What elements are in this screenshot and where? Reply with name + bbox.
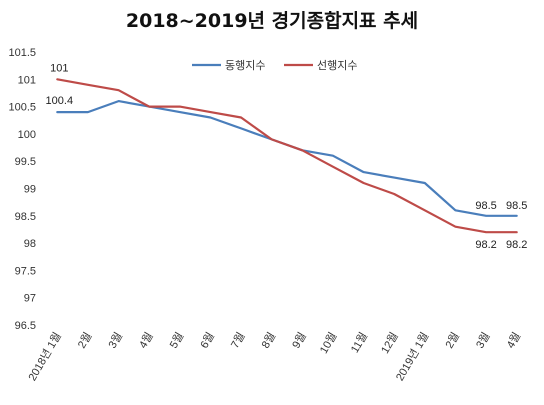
y-tick-label: 97.5 xyxy=(15,265,36,277)
x-tick-label: 2월 xyxy=(75,330,94,351)
x-tick-label: 10월 xyxy=(317,330,339,356)
y-tick-label: 98.5 xyxy=(15,211,36,223)
x-tick-label: 2월 xyxy=(443,330,462,351)
x-tick-label: 8월 xyxy=(259,330,278,351)
legend-label: 동행지수 xyxy=(225,59,265,72)
x-tick-label: 5월 xyxy=(167,330,186,351)
y-tick-label: 98 xyxy=(24,238,36,250)
x-tick-label: 3월 xyxy=(473,330,492,351)
x-tick-label: 12월 xyxy=(378,330,400,356)
y-tick-label: 99 xyxy=(24,184,36,196)
x-tick-label: 2018년 1월 xyxy=(26,330,64,383)
y-tick-label: 99.5 xyxy=(15,156,36,168)
data-label: 98.5 xyxy=(506,200,527,212)
x-tick-label: 9월 xyxy=(290,330,309,351)
chart-title: 2018~2019년 경기종합지표 추세 xyxy=(125,10,419,32)
x-tick-label: 11월 xyxy=(348,330,370,355)
y-tick-label: 97 xyxy=(24,293,36,305)
data-label: 100.4 xyxy=(46,95,74,107)
series-line-leading xyxy=(56,78,518,234)
x-tick-label: 4월 xyxy=(504,330,523,351)
legend-label: 선행지수 xyxy=(317,59,357,72)
y-tick-label: 96.5 xyxy=(15,320,36,332)
x-tick-label: 6월 xyxy=(198,330,217,351)
data-label: 98.5 xyxy=(475,200,496,212)
y-tick-label: 101.5 xyxy=(8,47,36,59)
x-tick-label: 7월 xyxy=(228,330,247,351)
y-tick-label: 100.5 xyxy=(8,102,36,114)
series-line-coincident xyxy=(56,99,518,217)
x-tick-label: 3월 xyxy=(106,330,125,351)
x-tick-label: 4월 xyxy=(136,330,155,351)
data-label: 98.2 xyxy=(506,239,527,251)
y-tick-label: 100 xyxy=(18,129,36,141)
y-tick-label: 101 xyxy=(18,74,36,86)
data-label: 101 xyxy=(50,62,68,74)
data-label: 98.2 xyxy=(475,239,496,251)
